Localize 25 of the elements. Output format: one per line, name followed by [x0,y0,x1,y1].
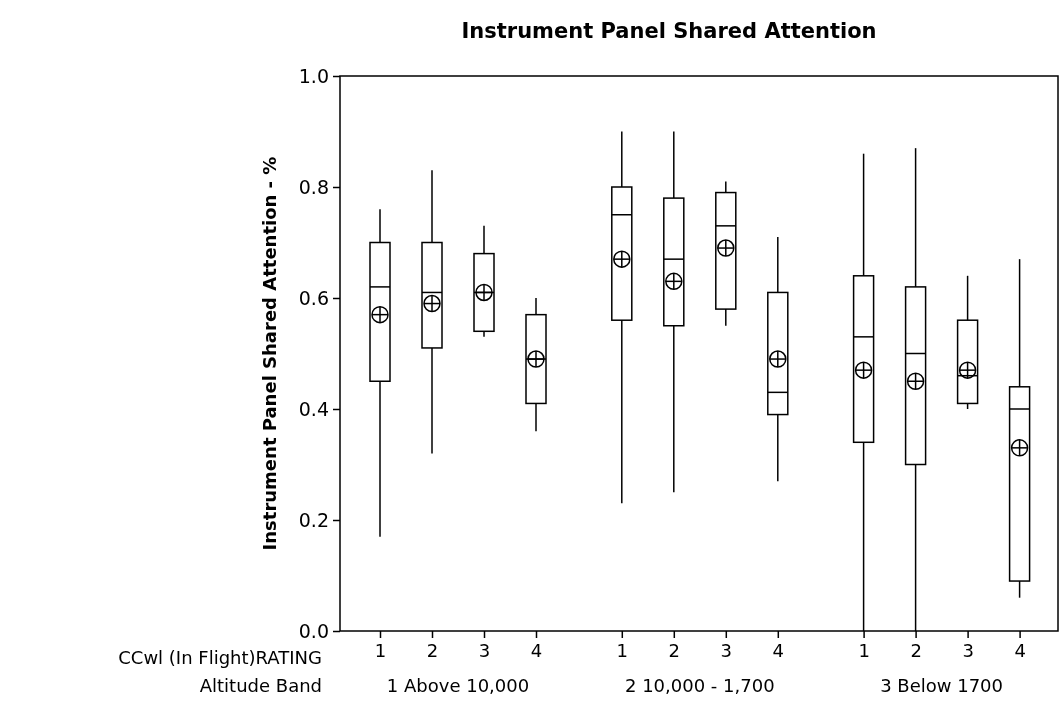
x-tick-label: 3 [962,639,974,661]
x-tick-label: 1 [858,639,870,661]
x-tick-label: 1 [616,639,629,661]
x-tick-label: 4 [530,639,543,661]
x-axis-title: 1 Above 10,000 [386,675,530,696]
y-tick-label: 0.8 [298,175,329,198]
text: Instrument Panel Shared Attention [461,19,877,43]
x-tick-label: 2 [910,639,922,661]
x-tick-label: 3 [720,639,733,661]
x-tick-label: 1 [374,639,387,661]
y-tick-label: 0.0 [298,619,329,642]
x-tick-label: 4 [772,639,785,661]
x-tick-label: 3 [478,639,491,661]
y-tick-label: 0.2 [298,508,329,531]
text: Altitude Band [199,675,322,696]
x-tick-label: 2 [426,639,439,661]
y-tick-label: 0.6 [298,286,329,309]
x-axis-title: 2 10,000 - 1,700 [624,675,775,696]
y-axis-title: Instrument Panel Shared Attention - % [259,156,280,551]
x-tick-label: 2 [668,639,681,661]
x-axis-title: 3 Below 1700 [880,675,1004,696]
y-tick-label: 1.0 [298,64,329,87]
y-tick-label: 0.4 [298,397,329,420]
text: CCwl (In Flight)RATING [118,647,322,668]
x-tick-label: 4 [1014,639,1026,661]
